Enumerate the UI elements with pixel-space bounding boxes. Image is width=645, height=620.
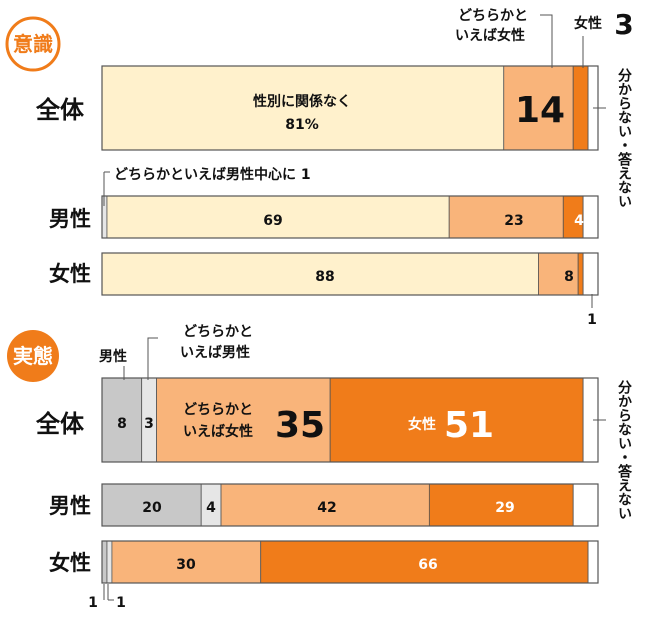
label-total2-female-text: 女性	[408, 416, 436, 433]
leader-line-somewhat-male	[147, 337, 158, 380]
bar-ishiki-male-seg-4	[582, 195, 599, 239]
bar-ishiki-total-seg-1	[101, 65, 505, 151]
legend-female-value: 3	[614, 8, 633, 41]
bar-jittai-total-seg-3	[329, 377, 584, 463]
bar-ishiki-female-seg-4	[582, 252, 599, 296]
row-label-female: 女性	[49, 262, 91, 286]
label-male2-male: 20	[142, 500, 162, 516]
bar-ishiki-male-seg-2	[448, 195, 564, 239]
bar-frame-ishiki-male	[101, 195, 599, 239]
section-ishiki-bars	[101, 65, 599, 296]
legend-male: 男性	[99, 348, 127, 365]
label-total2-female: 51	[444, 405, 494, 446]
legend-somewhat-male-line2: いえば男性	[180, 344, 250, 361]
label-male-female: 4	[574, 213, 584, 229]
bar-frame-jittai-female	[101, 540, 599, 584]
label-total-gender-neutral-pct: 81%	[285, 117, 319, 133]
bar-jittai-total-seg-2	[156, 377, 331, 463]
row-label-male-2: 男性	[49, 494, 91, 518]
label-total-gender-neutral: 性別に関係なく	[253, 93, 351, 110]
label-total2-somewhat-female: 35	[275, 405, 325, 446]
bar-ishiki-female-seg-2	[538, 252, 579, 296]
leader-line-somewhat-female	[540, 14, 553, 68]
section-jittai-bars	[101, 377, 599, 584]
note-unknown-ishiki: 分からない・答えない	[616, 68, 632, 208]
bar-jittai-male-seg-4	[572, 483, 599, 527]
label-female2-female: 66	[418, 557, 437, 573]
label-total2-male: 8	[117, 416, 127, 432]
section-title-ishiki: 意識	[13, 32, 53, 56]
bar-jittai-female-seg-4	[587, 540, 599, 584]
label-total-somewhat-female: 14	[515, 90, 565, 131]
label-female2-male-small: 1	[88, 595, 98, 611]
note-male-center: どちらかといえば男性中心に 1	[114, 166, 311, 183]
note-unknown-jittai: 分からない・答えない	[616, 380, 632, 520]
label-male2-somewhat-male: 4	[206, 500, 216, 516]
label-female-somewhat-female: 8	[564, 269, 574, 285]
row-label-male: 男性	[49, 207, 91, 231]
label-female2-somewhat-male-small: 1	[116, 595, 126, 611]
section-badge-ishiki: 意識	[5, 16, 61, 72]
legend-somewhat-female-line1: どちらかと	[458, 8, 528, 24]
bar-jittai-female-seg-2	[111, 540, 262, 584]
label-male2-female: 29	[495, 500, 514, 516]
row-label-total: 全体	[35, 96, 85, 124]
label-female2-somewhat-female: 30	[176, 557, 196, 573]
bar-frame-ishiki-female	[101, 252, 599, 296]
bar-jittai-female-seg-3	[260, 540, 589, 584]
bar-jittai-female-seg-1	[106, 540, 113, 584]
section-title-jittai: 実態	[13, 344, 53, 368]
bar-ishiki-total-seg-3	[572, 65, 589, 151]
bar-frame-jittai-male	[101, 483, 599, 527]
label-total2-somewhat-male: 3	[144, 416, 154, 432]
label-female-female-small: 1	[587, 312, 597, 328]
legend-somewhat-male-line1: どちらかと	[183, 324, 253, 340]
row-label-female-2: 女性	[49, 551, 91, 575]
bar-jittai-male-seg-0	[101, 483, 202, 527]
section-badge-jittai: 実態	[7, 330, 59, 382]
bar-jittai-female-seg-0	[101, 540, 108, 584]
label-female-gender-neutral: 88	[315, 269, 334, 285]
bar-jittai-total-seg-0	[101, 377, 143, 463]
label-total2-somewhat-female-line2: いえば女性	[183, 423, 253, 440]
label-male2-somewhat-female: 42	[317, 500, 336, 516]
legend-somewhat-female-line2: いえば女性	[455, 27, 525, 44]
row-label-total-2: 全体	[35, 410, 85, 438]
legend-female: 女性	[574, 15, 602, 32]
bar-ishiki-female-seg-3	[577, 252, 584, 296]
label-total2-somewhat-female-line1: どちらかと	[183, 402, 253, 418]
label-male-gender-neutral: 69	[263, 213, 282, 229]
label-male-somewhat-female: 23	[504, 213, 523, 229]
